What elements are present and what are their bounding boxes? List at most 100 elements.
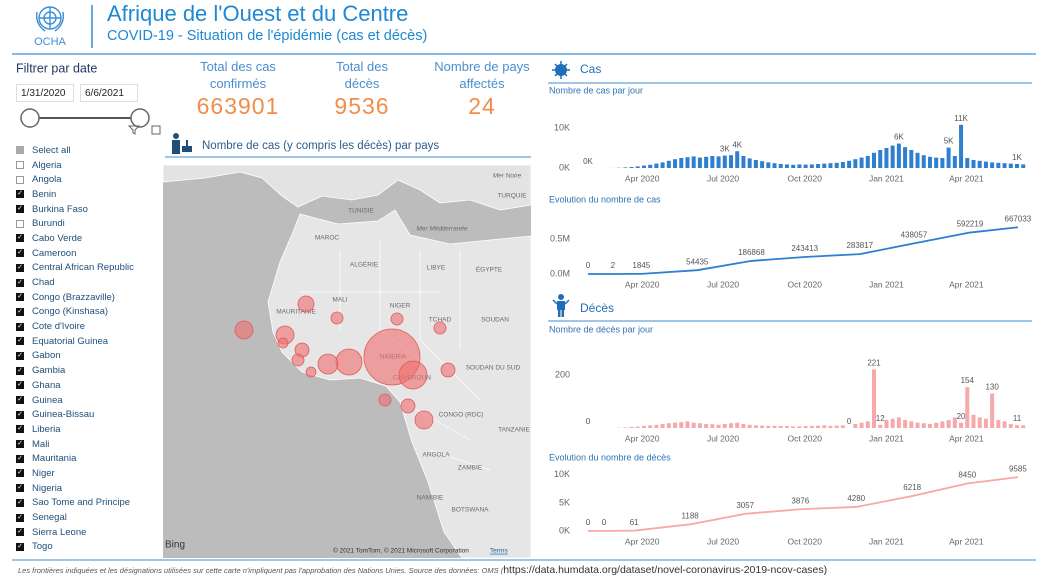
bar bbox=[747, 158, 752, 168]
country-row[interactable]: ✓ Gambia bbox=[16, 363, 134, 378]
checkbox[interactable]: ✓ bbox=[16, 366, 24, 375]
country-row[interactable]: ✓ Equatorial Guinea bbox=[16, 334, 134, 349]
checkbox[interactable]: ✓ bbox=[16, 234, 24, 243]
kpi-label: Total des décès bbox=[335, 59, 389, 91]
country-row[interactable]: ✓ Sao Tome and Principe bbox=[16, 496, 134, 511]
bar bbox=[965, 158, 970, 168]
x-tick-label: Jul 2020 bbox=[707, 173, 739, 183]
map-terms[interactable]: Terms bbox=[490, 548, 508, 555]
checkbox[interactable]: ✓ bbox=[16, 454, 24, 463]
country-row[interactable]: ✓ Niger bbox=[16, 466, 134, 481]
focus-icon[interactable] bbox=[151, 125, 161, 135]
country-row[interactable]: ✓ Burkina Faso bbox=[16, 202, 134, 217]
checkbox[interactable]: ✓ bbox=[16, 278, 24, 287]
checkbox[interactable] bbox=[16, 161, 24, 170]
country-row[interactable]: ✓ Nigeria bbox=[16, 481, 134, 496]
country-row[interactable]: Select all bbox=[16, 143, 134, 158]
checkbox[interactable]: ✓ bbox=[16, 263, 24, 272]
checkbox[interactable]: ✓ bbox=[16, 469, 24, 478]
bar bbox=[704, 156, 709, 168]
data-label: 3057 bbox=[736, 501, 754, 510]
bar bbox=[952, 417, 957, 428]
start-date-input[interactable]: 1/31/2020 bbox=[16, 84, 74, 102]
country-row[interactable]: ✓ Cote d'Ivoire bbox=[16, 319, 134, 334]
bar bbox=[654, 163, 659, 168]
bar bbox=[629, 167, 634, 168]
map-label: TURQUIE bbox=[497, 193, 527, 200]
bar bbox=[946, 420, 951, 428]
checkbox[interactable]: ✓ bbox=[16, 425, 24, 434]
bar bbox=[896, 143, 901, 168]
bar bbox=[772, 425, 777, 428]
checkbox[interactable]: ✓ bbox=[16, 542, 24, 551]
country-row[interactable]: ✓ Ghana bbox=[16, 378, 134, 393]
country-row[interactable]: ✓ Central African Republic bbox=[16, 261, 134, 276]
country-row[interactable]: ✓ Benin bbox=[16, 187, 134, 202]
x-tick-label: Oct 2020 bbox=[787, 536, 822, 546]
data-label: 154 bbox=[961, 376, 975, 385]
org-name: OCHA bbox=[34, 36, 66, 48]
bar bbox=[772, 163, 777, 168]
checkbox[interactable]: ✓ bbox=[16, 322, 24, 331]
y-tick-label: 0K bbox=[559, 162, 570, 172]
checkbox[interactable]: ✓ bbox=[16, 205, 24, 214]
bar bbox=[816, 164, 821, 168]
kpi: Total des cas confirmés 663901 bbox=[193, 58, 283, 118]
y-tick-label: 0.0M bbox=[550, 268, 570, 278]
x-tick-label: Jan 2021 bbox=[869, 173, 904, 183]
map-label: SOUDAN DU SUD bbox=[466, 365, 521, 372]
country-row[interactable]: ✓ Gabon bbox=[16, 349, 134, 364]
checkbox[interactable] bbox=[16, 219, 24, 228]
y-tick-label: 10K bbox=[554, 122, 570, 132]
y-tick-label: 0K bbox=[559, 525, 570, 535]
checkbox[interactable]: ✓ bbox=[16, 410, 24, 419]
checkbox[interactable] bbox=[16, 175, 24, 184]
data-label: 12 bbox=[876, 414, 885, 423]
country-row[interactable]: ✓ Mauritania bbox=[16, 451, 134, 466]
country-row[interactable]: ✓ Togo bbox=[16, 540, 134, 555]
checkbox[interactable]: ✓ bbox=[16, 249, 24, 258]
country-row[interactable]: Burundi bbox=[16, 216, 134, 231]
country-name: Congo (Brazzaville) bbox=[32, 291, 115, 303]
data-label: 243413 bbox=[791, 244, 818, 253]
x-tick-label: Oct 2020 bbox=[787, 279, 822, 289]
checkbox[interactable]: ✓ bbox=[16, 513, 24, 522]
country-row[interactable]: ✓ Chad bbox=[16, 275, 134, 290]
country-row[interactable]: Angola bbox=[16, 172, 134, 187]
checkbox[interactable]: ✓ bbox=[16, 528, 24, 537]
chart: Nombre de cas par jour 0K 10K Apr 2020 Jul 2… bbox=[549, 85, 1026, 183]
checkbox[interactable]: ✓ bbox=[16, 484, 24, 493]
end-date-input[interactable]: 6/6/2021 bbox=[80, 84, 138, 102]
country-row[interactable]: ✓ Liberia bbox=[16, 422, 134, 437]
country-row[interactable]: ✓ Guinea-Bissau bbox=[16, 407, 134, 422]
slider-handle-start[interactable] bbox=[20, 108, 40, 128]
country-row[interactable]: ✓ Cameroon bbox=[16, 246, 134, 261]
checkbox[interactable]: ✓ bbox=[16, 396, 24, 405]
country-row[interactable]: ✓ Guinea bbox=[16, 393, 134, 408]
country-row[interactable]: Algeria bbox=[16, 158, 134, 173]
country-row[interactable]: ✓ Mali bbox=[16, 437, 134, 452]
checkbox[interactable]: ✓ bbox=[16, 351, 24, 360]
slider-handle-end[interactable] bbox=[130, 108, 150, 128]
checkbox[interactable]: ✓ bbox=[16, 337, 24, 346]
country-row[interactable]: ✓ Congo (Brazzaville) bbox=[16, 290, 134, 305]
checkbox[interactable]: ✓ bbox=[16, 307, 24, 316]
country-name: Congo (Kinshasa) bbox=[32, 306, 109, 318]
checkbox[interactable]: ✓ bbox=[16, 440, 24, 449]
country-name: Cote d'Ivoire bbox=[32, 321, 86, 333]
country-row[interactable]: ✓ Sierra Leone bbox=[16, 525, 134, 540]
bar bbox=[971, 160, 976, 168]
checkbox[interactable] bbox=[16, 146, 24, 155]
country-row[interactable]: ✓ Congo (Kinshasa) bbox=[16, 305, 134, 320]
source-link[interactable]: https://data.humdata.org/dataset/novel-c… bbox=[503, 564, 824, 576]
country-row[interactable]: ✓ Senegal bbox=[16, 510, 134, 525]
country-row[interactable]: ✓ Cabo Verde bbox=[16, 231, 134, 246]
map-label: ANGOLA bbox=[422, 452, 450, 459]
checkbox[interactable]: ✓ bbox=[16, 293, 24, 302]
map[interactable]: Mer Noire TURQUIE TUNISIE Mer Méditerranée M… bbox=[163, 165, 531, 558]
checkbox[interactable]: ✓ bbox=[16, 190, 24, 199]
checkbox[interactable]: ✓ bbox=[16, 381, 24, 390]
checkbox[interactable]: ✓ bbox=[16, 498, 24, 507]
filter-icon[interactable] bbox=[127, 125, 141, 135]
x-tick-label: Jan 2021 bbox=[869, 433, 904, 443]
